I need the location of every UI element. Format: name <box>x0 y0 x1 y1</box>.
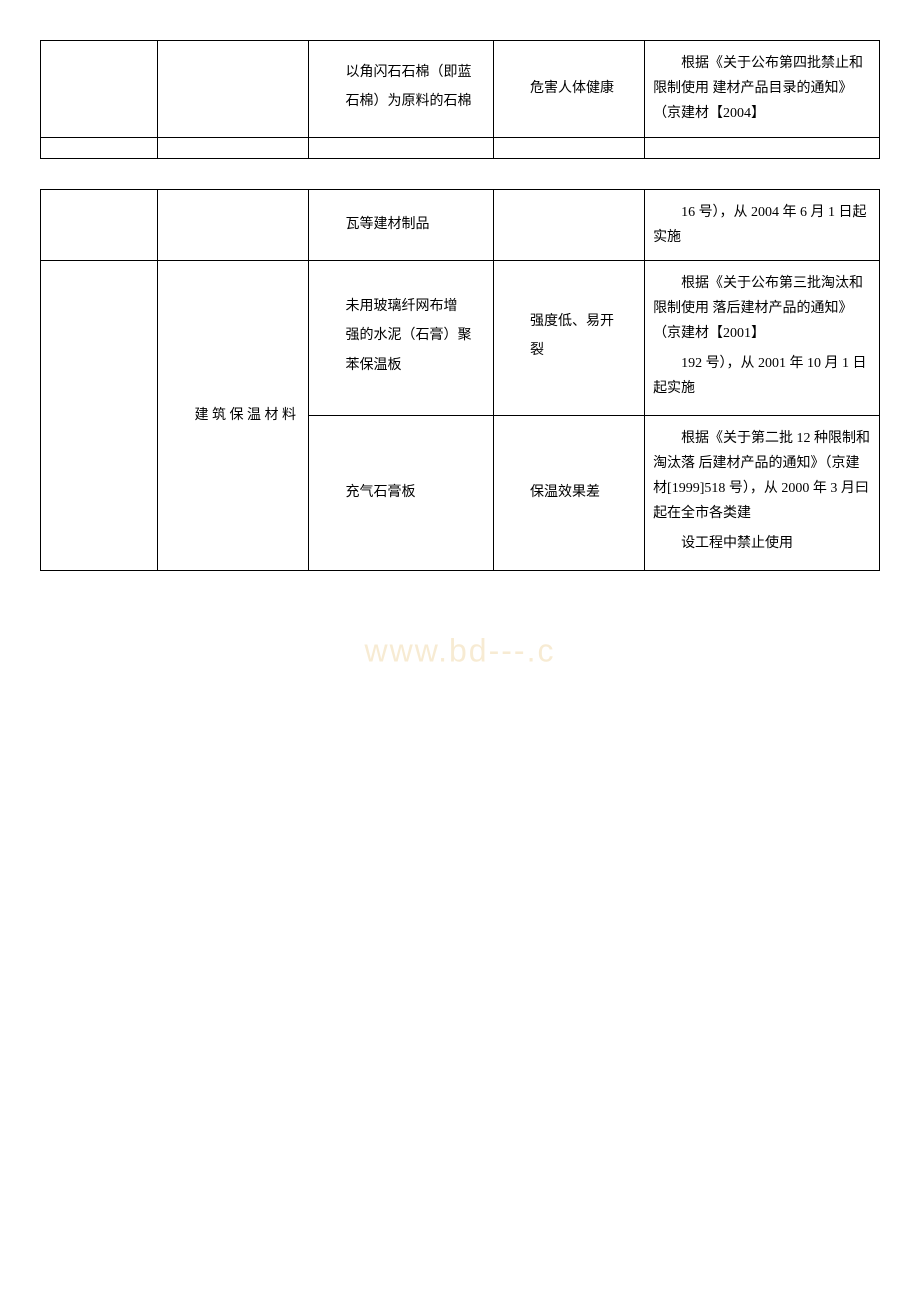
cell-text: 根据《关于公布第四批禁止和限制使用 建材产品目录的通知》（京建材【2004】 <box>653 51 871 127</box>
cell-text: 充气石膏板 <box>317 480 485 505</box>
cell-basis: 根据《关于公布第三批淘汰和限制使用 落后建材产品的通知》（京建材【2001】 1… <box>645 260 880 415</box>
cell-category: 建 筑 保 温 材 料 <box>158 260 309 570</box>
cell-basis: 16 号），从 2004 年 6 月 1 日起实施 <box>645 189 880 260</box>
cell-empty <box>158 41 309 138</box>
table-row: 建 筑 保 温 材 料 未用玻璃纤网布增 强的水泥（石膏）聚 苯保温板 强度低、… <box>41 260 880 415</box>
cell-empty <box>309 137 494 158</box>
cell-text: 强的水泥（石膏）聚 <box>317 323 485 348</box>
cell-empty <box>41 189 158 260</box>
cell-empty <box>645 137 880 158</box>
cell-reason: 危害人体健康 <box>494 41 645 138</box>
cell-empty <box>158 189 309 260</box>
data-table-1: 以角闪石石棉（即蓝 石棉）为原料的石棉 危害人体健康 根据《关于公布第四批禁止和… <box>40 40 880 159</box>
cell-text: 根据《关于公布第三批淘汰和限制使用 落后建材产品的通知》（京建材【2001】 <box>653 271 871 347</box>
cell-text: 危害人体健康 <box>502 76 636 101</box>
cell-text: 苯保温板 <box>317 353 485 378</box>
table-row <box>41 137 880 158</box>
cell-text: 未用玻璃纤网布增 <box>317 294 485 319</box>
cell-text: 保温效果差 <box>502 480 636 505</box>
cell-text: 瓦等建材制品 <box>317 212 485 237</box>
cell-empty <box>41 41 158 138</box>
cell-reason: 强度低、易开 裂 <box>494 260 645 415</box>
cell-empty <box>494 189 645 260</box>
cell-text: 设工程中禁止使用 <box>653 531 871 556</box>
watermark-text: www.bd---.c <box>365 625 556 676</box>
cell-text: 强度低、易开 <box>502 309 636 334</box>
cell-empty <box>158 137 309 158</box>
cell-material: 瓦等建材制品 <box>309 189 494 260</box>
cell-text: 裂 <box>502 338 636 363</box>
cell-material: 以角闪石石棉（即蓝 石棉）为原料的石棉 <box>309 41 494 138</box>
cell-text: 石棉）为原料的石棉 <box>317 89 485 114</box>
table-row: 以角闪石石棉（即蓝 石棉）为原料的石棉 危害人体健康 根据《关于公布第四批禁止和… <box>41 41 880 138</box>
cell-text: 建 筑 保 温 材 料 <box>166 403 300 428</box>
cell-basis: 根据《关于第二批 12 种限制和淘汰落 后建材产品的通知》（京建材[1999]5… <box>645 415 880 570</box>
cell-text: 以角闪石石棉（即蓝 <box>317 60 485 85</box>
cell-text: 16 号），从 2004 年 6 月 1 日起实施 <box>653 200 871 250</box>
cell-reason: 保温效果差 <box>494 415 645 570</box>
cell-empty <box>41 137 158 158</box>
cell-text: 根据《关于第二批 12 种限制和淘汰落 后建材产品的通知》（京建材[1999]5… <box>653 426 871 527</box>
cell-material: 充气石膏板 <box>309 415 494 570</box>
cell-empty <box>494 137 645 158</box>
table-row: 瓦等建材制品 16 号），从 2004 年 6 月 1 日起实施 <box>41 189 880 260</box>
cell-material: 未用玻璃纤网布增 强的水泥（石膏）聚 苯保温板 <box>309 260 494 415</box>
cell-basis: 根据《关于公布第四批禁止和限制使用 建材产品目录的通知》（京建材【2004】 <box>645 41 880 138</box>
data-table-2: 瓦等建材制品 16 号），从 2004 年 6 月 1 日起实施 建 筑 保 温… <box>40 189 880 571</box>
cell-empty <box>41 260 158 570</box>
cell-text: 192 号），从 2001 年 10 月 1 日起实施 <box>653 351 871 401</box>
